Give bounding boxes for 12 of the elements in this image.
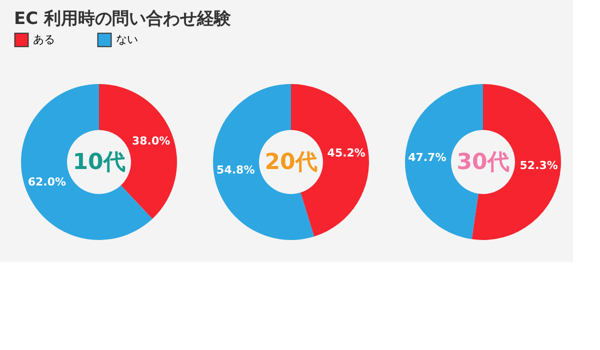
- data-label: 62.0%: [28, 176, 66, 189]
- data-label: 47.7%: [408, 150, 446, 164]
- text: 20代: [264, 150, 318, 175]
- data-label: 54.8%: [216, 163, 255, 176]
- text: 30代: [456, 150, 510, 175]
- data-label: 38.0%: [132, 134, 170, 148]
- legend-label: ない: [116, 32, 138, 46]
- data-label: 52.3%: [520, 159, 558, 172]
- chart-title: EC 利用時の問い合わせ経験: [14, 9, 232, 29]
- text: 10代: [72, 150, 126, 175]
- legend-label: ある: [33, 32, 55, 46]
- data-label: 45.2%: [327, 146, 366, 160]
